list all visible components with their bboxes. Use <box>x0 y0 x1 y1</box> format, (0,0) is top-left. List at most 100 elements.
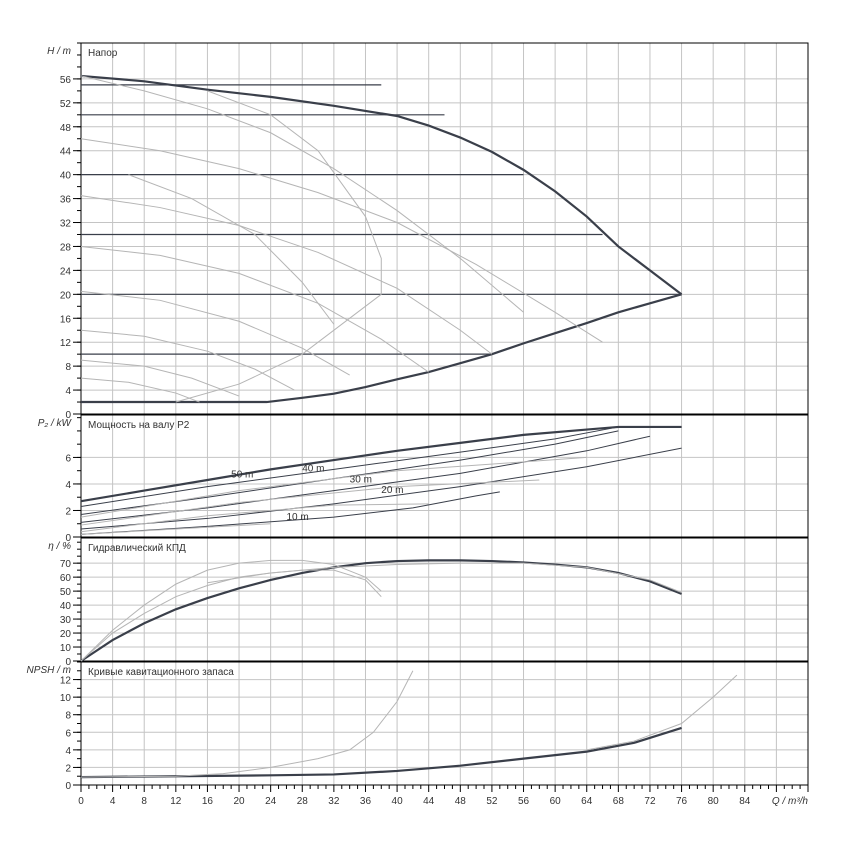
y-axis-label: P₂ / kW <box>38 418 73 429</box>
y-tick-label: 6 <box>65 453 71 464</box>
x-tick-label: 60 <box>550 796 562 807</box>
y-tick-label: 2 <box>65 763 71 774</box>
series-efficiency-g3 <box>207 562 682 593</box>
y-axis-label: NPSH / m <box>27 665 71 676</box>
panel-title: Кривые кавитационного запаса <box>88 667 234 678</box>
y-tick-label: 10 <box>60 643 72 654</box>
series-head-s5 <box>80 290 350 376</box>
series-npsh-g2 <box>586 674 738 751</box>
y-tick-label: 60 <box>60 573 72 584</box>
y-tick-label: 2 <box>65 506 71 517</box>
x-tick-label: 16 <box>202 796 214 807</box>
series-head-max <box>80 74 683 296</box>
x-tick-label: 76 <box>676 796 688 807</box>
series-power-max <box>80 425 682 503</box>
panel-frame <box>80 414 809 538</box>
y-tick-label: 48 <box>60 123 72 134</box>
y-tick-label: 4 <box>65 480 71 491</box>
y-tick-label: 4 <box>65 386 71 397</box>
x-tick-label: 68 <box>613 796 625 807</box>
y-tick-label: 0 <box>65 781 71 792</box>
series-head-s3 <box>80 195 493 355</box>
y-tick-label: 12 <box>60 676 72 687</box>
series-head-e2 <box>128 174 335 325</box>
x-tick-label: 12 <box>170 796 182 807</box>
x-tick-label: 4 <box>110 796 116 807</box>
series-efficiency-g2 <box>80 569 382 662</box>
series-power-40m <box>80 430 619 515</box>
curve-label: 30 m <box>350 475 372 486</box>
series-efficiency-main <box>80 559 682 662</box>
y-tick-label: 32 <box>60 219 72 230</box>
curve-label: 50 m <box>231 469 253 480</box>
x-tick-label: 72 <box>644 796 656 807</box>
y-tick-label: 40 <box>60 601 72 612</box>
y-tick-label: 6 <box>65 728 71 739</box>
series-head-s7 <box>80 359 240 397</box>
x-tick-label: 24 <box>265 796 277 807</box>
y-tick-label: 52 <box>60 99 72 110</box>
panel-title: Мощность на валу P2 <box>88 420 190 431</box>
y-tick-label: 20 <box>60 629 72 640</box>
x-tick-label: 28 <box>297 796 309 807</box>
x-tick-label: 56 <box>518 796 530 807</box>
y-axis-label: H / m <box>47 46 71 57</box>
x-axis-label: Q / m³/h <box>772 796 809 807</box>
y-tick-label: 8 <box>65 711 71 722</box>
series-power-20m <box>80 447 682 530</box>
series-head-s4 <box>80 245 429 373</box>
y-tick-label: 70 <box>60 559 72 570</box>
y-tick-label: 36 <box>60 195 72 206</box>
series-head-s2 <box>80 138 603 343</box>
series-npsh-main <box>80 726 682 779</box>
panel-title: Гидравлический КПД <box>88 543 186 554</box>
series-npsh-g1 <box>80 670 414 778</box>
series-power-50m <box>80 426 619 507</box>
x-tick-label: 44 <box>423 796 435 807</box>
y-tick-label: 20 <box>60 290 72 301</box>
panel-title: Напор <box>88 48 118 59</box>
series-head-s6 <box>80 329 295 391</box>
y-tick-label: 0 <box>65 657 71 668</box>
curve-label: 40 m <box>302 463 324 474</box>
curve-label: 20 m <box>381 485 403 496</box>
y-tick-label: 12 <box>60 338 72 349</box>
y-tick-label: 30 <box>60 615 72 626</box>
y-tick-label: 4 <box>65 746 71 757</box>
series-power-10m <box>80 491 500 535</box>
x-tick-label: 32 <box>328 796 340 807</box>
x-tick-label: 48 <box>455 796 467 807</box>
series-head-s8 <box>80 377 200 403</box>
y-tick-label: 56 <box>60 75 72 86</box>
x-tick-label: 40 <box>392 796 404 807</box>
series-head-e1 <box>207 90 382 295</box>
y-tick-label: 44 <box>60 147 72 158</box>
series-efficiency-g1 <box>80 559 382 662</box>
x-tick-label: 8 <box>141 796 147 807</box>
x-tick-label: 0 <box>78 796 84 807</box>
y-tick-label: 24 <box>60 266 72 277</box>
y-tick-label: 10 <box>60 693 72 704</box>
panel-frame <box>80 42 809 415</box>
y-tick-label: 50 <box>60 587 72 598</box>
x-tick-label: 52 <box>486 796 498 807</box>
curve-label: 10 m <box>286 512 308 523</box>
series-power-g1 <box>80 456 587 518</box>
series-power-g3 <box>80 503 429 533</box>
series-head-min <box>81 293 682 404</box>
y-tick-label: 8 <box>65 362 71 373</box>
y-tick-label: 0 <box>65 533 71 544</box>
series-head-sys1 <box>175 293 382 403</box>
y-tick-label: 0 <box>65 410 71 421</box>
x-tick-label: 64 <box>581 796 593 807</box>
y-tick-label: 16 <box>60 314 72 325</box>
y-axis-label: η / % <box>48 541 71 552</box>
panel-frame <box>80 537 809 662</box>
x-tick-label: 20 <box>233 796 245 807</box>
x-tick-label: 84 <box>739 796 751 807</box>
y-tick-label: 28 <box>60 242 72 253</box>
x-tick-label: 80 <box>708 796 720 807</box>
series-power-g2 <box>80 479 540 526</box>
series-power-g4 <box>80 523 271 535</box>
